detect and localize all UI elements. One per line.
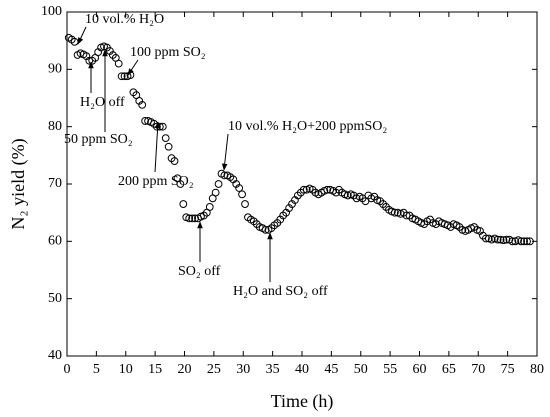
point — [493, 235, 502, 244]
y-tick-label: 70 — [48, 176, 62, 191]
x-tick-label: 0 — [64, 362, 71, 377]
x-axis-title: Time (h) — [271, 391, 334, 412]
point — [185, 214, 194, 223]
point — [211, 188, 220, 197]
point — [235, 184, 244, 192]
point — [323, 185, 332, 194]
annotation: H₂O and SO₂ off — [233, 284, 328, 299]
annotation-arrow — [127, 59, 139, 76]
x-tick-label: 60 — [413, 362, 427, 377]
y-tick-label: 40 — [48, 348, 62, 363]
point — [120, 72, 129, 81]
x-tick-label: 20 — [178, 362, 192, 377]
point — [220, 171, 229, 180]
point — [238, 190, 246, 199]
y-tick-label: 100 — [41, 4, 62, 19]
point — [261, 225, 270, 234]
annotation: 100 ppm SO₂ — [130, 45, 206, 60]
point — [299, 185, 308, 194]
annotation: H₂O off — [80, 95, 125, 110]
point — [161, 134, 170, 143]
point — [526, 237, 534, 246]
point — [481, 234, 490, 243]
point — [241, 200, 249, 208]
annotation: 50 ppm SO₂ — [64, 132, 133, 147]
point — [141, 117, 150, 125]
annotation-arrow — [154, 121, 161, 173]
point — [170, 157, 179, 165]
x-tick-label: 55 — [383, 362, 397, 377]
point — [117, 72, 126, 81]
point — [496, 235, 505, 244]
point — [188, 214, 197, 223]
point — [517, 237, 526, 246]
y-tick-label: 60 — [48, 234, 62, 249]
x-tick-label: 75 — [501, 362, 515, 377]
point — [164, 142, 173, 151]
point — [508, 237, 517, 246]
x-tick-label: 50 — [354, 362, 368, 377]
x-tick-label: 10 — [119, 362, 133, 377]
x-tick-label: 30 — [236, 362, 250, 377]
x-tick-label: 40 — [295, 362, 309, 377]
point — [520, 237, 528, 246]
x-tick-label: 45 — [324, 362, 338, 377]
x-tick-label: 5 — [93, 362, 100, 377]
x-tick-label: 65 — [442, 362, 456, 377]
point — [138, 100, 147, 109]
x-tick-label: 70 — [471, 362, 485, 377]
point — [214, 180, 223, 188]
x-tick-label: 80 — [530, 362, 544, 377]
annotation: 200 ppm SO₂ — [118, 174, 194, 189]
point — [205, 203, 214, 211]
y-tick-label: 50 — [48, 291, 62, 306]
point — [179, 200, 188, 208]
point — [499, 236, 508, 245]
x-tick-label: 15 — [148, 362, 162, 377]
point — [114, 59, 123, 68]
point — [523, 237, 531, 246]
point — [176, 180, 185, 188]
annotation: 10 vol.% H₂O — [85, 12, 164, 27]
point — [191, 214, 199, 223]
annotation: 10 vol.% H₂O+200 ppmSO₂ — [228, 119, 387, 134]
y-tick-label: 90 — [48, 62, 62, 77]
y-tick-label: 80 — [48, 119, 62, 134]
annotation-arrow — [77, 26, 87, 45]
annotation-arrow — [221, 133, 229, 171]
x-tick-label: 25 — [207, 362, 221, 377]
y-axis-title: N₂ yield (%) — [8, 138, 29, 229]
x-tick-label: 35 — [266, 362, 280, 377]
annotation: SO₂ off — [178, 264, 221, 279]
point — [502, 235, 511, 244]
point — [390, 208, 399, 217]
